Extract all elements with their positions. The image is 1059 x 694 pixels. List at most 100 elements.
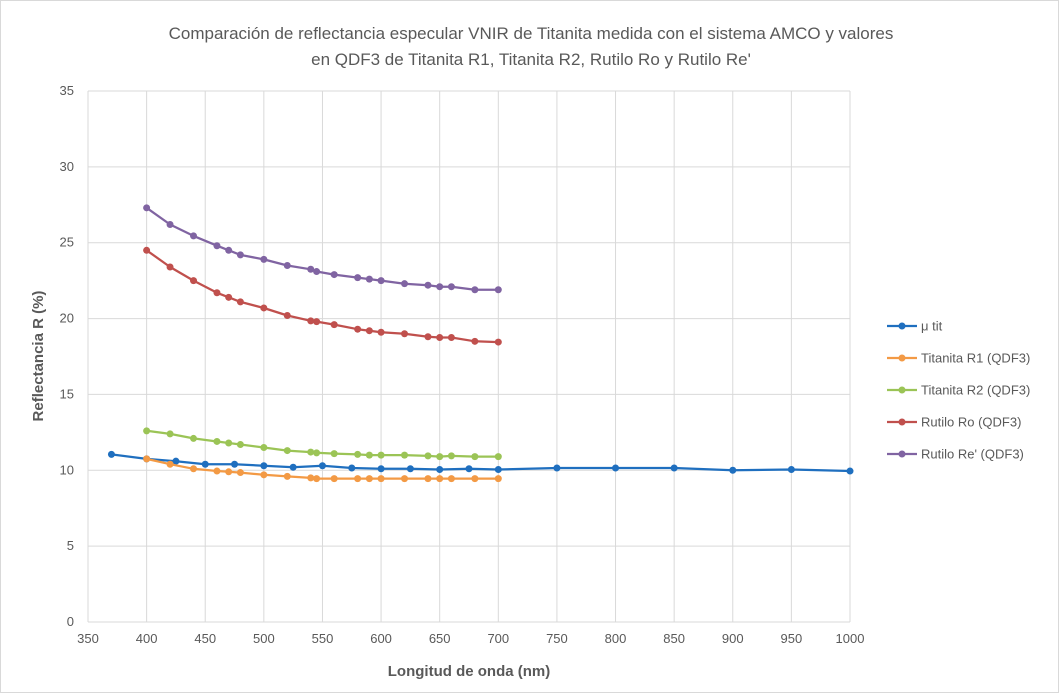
series-2-point-14 (401, 451, 409, 459)
series-3-point-16 (436, 334, 444, 342)
series-4-point-11 (354, 274, 362, 282)
series-2-point-16 (436, 453, 444, 461)
series-4-point-6 (260, 255, 268, 263)
x-tick-label-13: 1000 (836, 631, 865, 646)
series-1-point-11 (354, 475, 362, 483)
legend-label-0: μ tit (921, 319, 943, 334)
series-4-point-19 (494, 286, 502, 294)
legend-item-0: μ tit (887, 319, 943, 334)
series-1-point-13 (377, 475, 385, 483)
series-0-point-6 (289, 463, 297, 471)
legend-label-4: Rutilo Re' (QDF3) (921, 447, 1024, 462)
chart-title-line-2: en QDF3 de Titanita R1, Titanita R2, Rut… (311, 50, 751, 69)
series-4-point-17 (447, 283, 455, 291)
y-tick-label-6: 30 (60, 159, 74, 174)
series-3-point-10 (330, 321, 338, 329)
y-tick-label-1: 5 (67, 538, 74, 553)
y-tick-label-4: 20 (60, 311, 74, 326)
series-4-point-18 (471, 286, 479, 294)
y-tick-label-7: 35 (60, 83, 74, 98)
series-4-point-8 (307, 265, 315, 273)
series-3-point-5 (236, 298, 244, 306)
chart-title-line-1: Comparación de reflectancia especular VN… (169, 24, 894, 43)
series-4-point-13 (377, 277, 385, 285)
series-0-point-14 (553, 464, 561, 472)
series-1-point-3 (213, 467, 221, 475)
legend: μ tit Titanita R1 (QDF3) Titanita R2 (QDF3… (887, 319, 1030, 462)
series-0-point-4 (231, 460, 239, 468)
series-3 (143, 246, 502, 346)
series-4-point-2 (190, 232, 198, 240)
series-1-point-12 (365, 475, 373, 483)
series-3-point-11 (354, 325, 362, 333)
series-0-point-17 (729, 466, 737, 474)
series-4-point-5 (236, 251, 244, 259)
series-1-point-16 (436, 475, 444, 483)
series-2-point-0 (143, 427, 151, 435)
series-1-point-0 (143, 455, 151, 463)
series-0-point-8 (348, 464, 356, 472)
gridlines (87, 90, 851, 623)
series-3-point-7 (283, 312, 291, 320)
series-1-point-2 (190, 465, 198, 473)
series-4-point-3 (213, 242, 221, 250)
series-0-point-11 (436, 466, 444, 474)
series-1-point-6 (260, 471, 268, 479)
y-axis-title: Reflectancia R (%) (30, 291, 47, 422)
legend-marker-1 (898, 354, 906, 362)
series-2-point-8 (307, 448, 315, 456)
series-2-point-3 (213, 437, 221, 445)
series-3-point-18 (471, 337, 479, 345)
series-3-point-1 (166, 263, 174, 271)
series-1-point-19 (494, 475, 502, 483)
series-0-point-5 (260, 462, 268, 470)
series-3-point-8 (307, 317, 315, 325)
series-1-point-1 (166, 460, 174, 468)
series-1-point-8 (307, 474, 315, 482)
series-1-point-5 (236, 469, 244, 477)
series-3-point-19 (494, 338, 502, 346)
series-4-point-15 (424, 281, 432, 289)
series-3-point-9 (313, 318, 321, 326)
legend-item-2: Titanita R2 (QDF3) (887, 383, 1030, 398)
x-tick-label-0: 350 (77, 631, 99, 646)
series-1-point-15 (424, 475, 432, 483)
series-2-point-18 (471, 453, 479, 461)
series-0-point-2 (172, 457, 180, 465)
y-tick-label-2: 10 (60, 462, 74, 477)
legend-marker-0 (898, 322, 906, 330)
series-2-point-6 (260, 444, 268, 452)
legend-label-1: Titanita R1 (QDF3) (921, 351, 1030, 366)
series-2-point-11 (354, 450, 362, 458)
series-4-point-4 (225, 246, 233, 254)
legend-label-3: Rutilo Ro (QDF3) (921, 415, 1021, 430)
legend-item-3: Rutilo Ro (QDF3) (887, 415, 1021, 430)
series-4-point-14 (401, 280, 409, 288)
series-3-point-0 (143, 246, 151, 254)
legend-marker-3 (898, 418, 906, 426)
series-0-point-15 (612, 464, 620, 472)
x-tick-label-6: 650 (429, 631, 451, 646)
legend-item-1: Titanita R1 (QDF3) (887, 351, 1030, 366)
legend-marker-4 (898, 450, 906, 458)
legend-item-4: Rutilo Re' (QDF3) (887, 447, 1024, 462)
tick-labels: 0 5 10 15 20 25 30 35 350 400 450 500 550 600 650 700 75… (60, 83, 865, 646)
series-4-point-9 (313, 268, 321, 276)
series-3-point-2 (190, 277, 198, 285)
series-4 (143, 204, 502, 294)
series-2-point-13 (377, 451, 385, 459)
series-4-point-16 (436, 283, 444, 291)
series-3-point-13 (377, 328, 385, 336)
series-0-point-0 (107, 450, 115, 458)
series-3-point-4 (225, 293, 233, 301)
x-tick-label-4: 550 (312, 631, 334, 646)
series-0-point-13 (494, 466, 502, 474)
series-3-point-6 (260, 304, 268, 312)
series-2-point-9 (313, 449, 321, 457)
y-tick-label-5: 25 (60, 235, 74, 250)
series-2-point-4 (225, 439, 233, 447)
x-tick-label-11: 900 (722, 631, 744, 646)
series-2-point-5 (236, 440, 244, 448)
